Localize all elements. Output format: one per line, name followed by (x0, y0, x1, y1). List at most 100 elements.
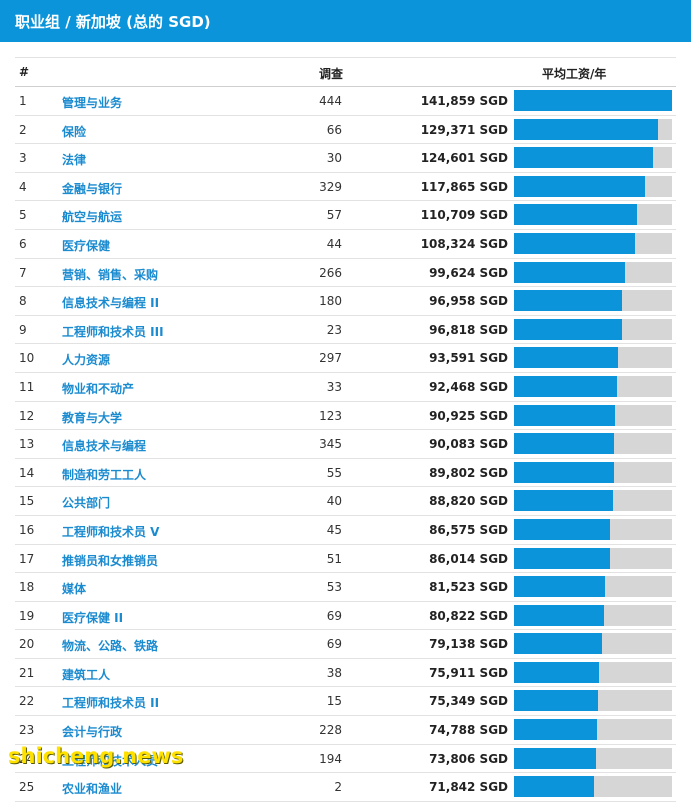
rank-label: 9 (19, 322, 27, 337)
category-link[interactable]: 金融与银行 (62, 181, 123, 196)
bar-track (514, 604, 672, 626)
rank-label: 22 (19, 694, 35, 709)
salary-bar (514, 719, 598, 741)
salary-value-label: 117,865 SGD (420, 179, 508, 194)
rank-label: 16 (19, 522, 35, 537)
category-link[interactable]: 物业和不动产 (62, 381, 135, 396)
bar-track (514, 232, 672, 254)
survey-count: 40 (326, 494, 342, 509)
salary-bar (514, 518, 611, 540)
category-link[interactable]: 工程师和技术员 V (62, 524, 160, 539)
salary-bar (514, 318, 622, 340)
category-link[interactable]: 法律 (62, 153, 87, 168)
bar-track (514, 90, 672, 111)
category-link[interactable]: 农业和渔业 (62, 782, 123, 797)
salary-bar (514, 747, 597, 769)
bar-track (514, 204, 672, 226)
bar-track (514, 318, 672, 340)
category-link[interactable]: 医疗保健 II (62, 610, 124, 625)
table-row: 19 医疗保健 II 69 80,822 SGD (15, 602, 676, 631)
table-row: 20 物流、公路、铁路 69 79,138 SGD (15, 630, 676, 659)
salary-value-label: 141,859 SGD (420, 94, 508, 108)
table-row: 13 信息技术与编程 345 90,083 SGD (15, 430, 676, 459)
salary-bar (514, 232, 635, 254)
page-title: 职业组 / 新加坡 (总的 SGD) (15, 12, 211, 31)
salary-bar (514, 375, 617, 397)
rank-label: 13 (19, 437, 35, 452)
table-row: 22 工程师和技术员 II 15 75,349 SGD (15, 687, 676, 717)
category-link[interactable]: 医疗保健 (62, 238, 111, 253)
category-link[interactable]: 推销员和女推销员 (62, 553, 159, 568)
salary-value-label: 88,820 SGD (429, 494, 508, 509)
survey-count: 194 (319, 751, 342, 766)
survey-count: 266 (319, 265, 342, 280)
table-row: 8 信息技术与编程 II 180 96,958 SGD (15, 287, 676, 316)
salary-value-label: 89,802 SGD (429, 465, 508, 480)
survey-count: 30 (326, 151, 342, 166)
table-row: 16 工程师和技术员 V 45 86,575 SGD (15, 516, 676, 545)
salary-bar (514, 490, 613, 512)
category-link[interactable]: 媒体 (62, 582, 87, 597)
bar-track (514, 290, 672, 312)
table-header: # 调查 平均工资/年 (15, 57, 676, 87)
page-header: 职业组 / 新加坡 (总的 SGD) (0, 0, 691, 42)
category-link[interactable]: 航空与航运 (62, 210, 123, 225)
column-header-rank: # (19, 65, 30, 79)
survey-count: 297 (319, 351, 342, 366)
salary-bar (514, 576, 605, 598)
table-row: 5 航空与航运 57 110,709 SGD (15, 201, 676, 230)
survey-count: 55 (326, 465, 342, 480)
survey-count: 444 (319, 94, 342, 108)
salary-bar (514, 433, 615, 455)
salary-value-label: 124,601 SGD (420, 151, 508, 166)
table-row: 2 保险 66 129,371 SGD (15, 116, 676, 145)
survey-count: 51 (326, 551, 342, 566)
salary-value-label: 92,468 SGD (429, 379, 508, 394)
bar-track (514, 490, 672, 512)
salary-bar (514, 633, 603, 655)
table-row: 7 营销、销售、采购 266 99,624 SGD (15, 259, 676, 288)
survey-count: 15 (326, 694, 342, 709)
rank-label: 8 (19, 294, 27, 309)
category-link[interactable]: 保险 (62, 124, 87, 139)
survey-count: 123 (319, 408, 342, 423)
salary-value-label: 86,014 SGD (429, 551, 508, 566)
rank-label: 14 (19, 465, 35, 480)
category-link[interactable]: 工程师和技术员 II (62, 696, 160, 711)
rank-label: 24 (19, 751, 35, 766)
category-link[interactable]: 物流、公路、铁路 (62, 639, 159, 654)
category-link[interactable]: 工程师和技术人员 (62, 753, 159, 768)
salary-value-label: 75,911 SGD (429, 665, 508, 680)
category-link[interactable]: 管理与业务 (62, 96, 123, 110)
table-row: 17 推销员和女推销员 51 86,014 SGD (15, 545, 676, 574)
table-row: 24 工程师和技术人员 194 73,806 SGD (15, 745, 676, 774)
category-link[interactable]: 工程师和技术员 III (62, 324, 164, 339)
rank-label: 6 (19, 236, 27, 251)
bar-track (514, 261, 672, 283)
table-row: 3 法律 30 124,601 SGD (15, 144, 676, 173)
bar-track (514, 547, 672, 569)
rank-label: 7 (19, 265, 27, 280)
salary-value-label: 79,138 SGD (429, 637, 508, 652)
rank-label: 5 (19, 208, 27, 223)
category-link[interactable]: 营销、销售、采购 (62, 267, 159, 282)
category-link[interactable]: 建筑工人 (62, 667, 111, 682)
rank-label: 18 (19, 580, 35, 595)
rank-label: 12 (19, 408, 35, 423)
category-link[interactable]: 信息技术与编程 (62, 439, 147, 454)
rank-label: 4 (19, 179, 27, 194)
category-link[interactable]: 信息技术与编程 II (62, 296, 160, 311)
category-link[interactable]: 公共部门 (62, 496, 111, 511)
salary-bar (514, 90, 672, 111)
table-row: 14 制造和劳工工人 55 89,802 SGD (15, 459, 676, 488)
table-row: 11 物业和不动产 33 92,468 SGD (15, 373, 676, 402)
salary-bar (514, 461, 615, 483)
category-link[interactable]: 教育与大学 (62, 410, 123, 425)
category-link[interactable]: 制造和劳工工人 (62, 467, 147, 482)
table-row: 6 医疗保健 44 108,324 SGD (15, 230, 676, 259)
column-header-count: 调查 (319, 67, 344, 81)
category-link[interactable]: 会计与行政 (62, 725, 123, 740)
category-link[interactable]: 人力资源 (62, 353, 111, 368)
salary-bar (514, 661, 599, 683)
rank-label: 11 (19, 379, 35, 394)
